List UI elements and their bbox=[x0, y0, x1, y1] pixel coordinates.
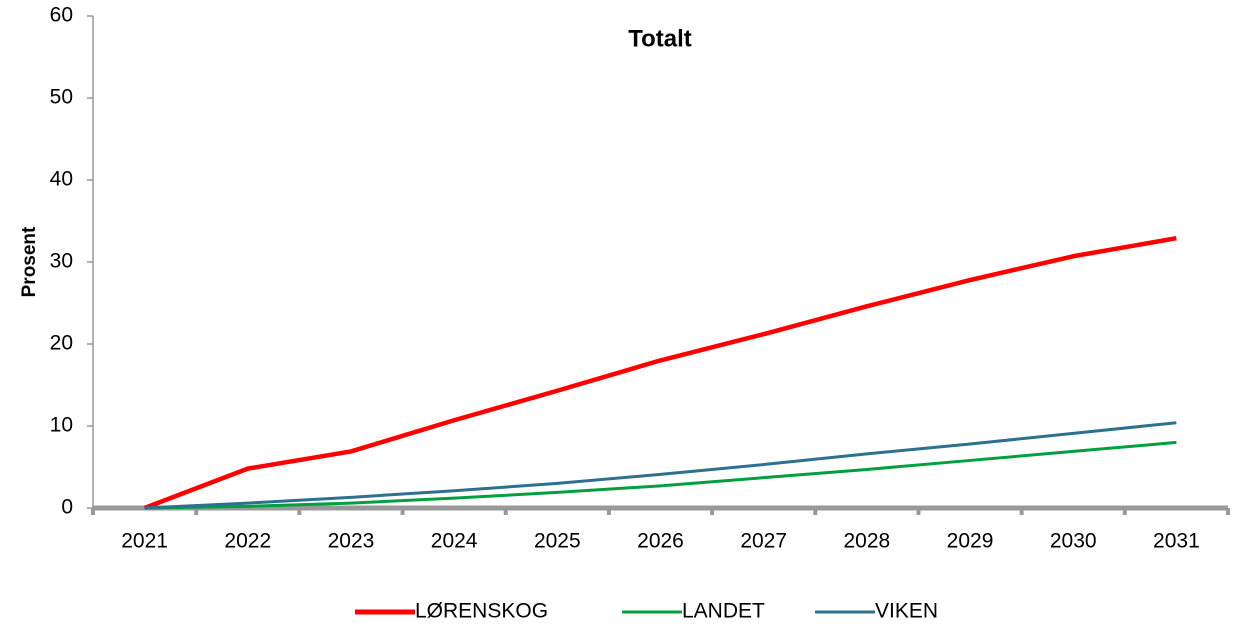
y-tick-label: 60 bbox=[50, 4, 73, 27]
chart-title: Totalt bbox=[628, 25, 692, 52]
legend-label: VIKEN bbox=[875, 600, 938, 623]
y-tick-label: 0 bbox=[61, 496, 73, 519]
x-tick-label: 2027 bbox=[740, 530, 787, 553]
series-line bbox=[143, 236, 1177, 511]
x-tick-label: 2021 bbox=[121, 530, 168, 553]
series-line bbox=[144, 440, 1177, 510]
legend-label: LØRENSKOG bbox=[415, 600, 548, 623]
y-tick-label: 40 bbox=[50, 168, 73, 191]
x-tick-label: 2029 bbox=[947, 530, 994, 553]
x-tick-label: 2031 bbox=[1153, 530, 1200, 553]
x-tick-label: 2023 bbox=[328, 530, 375, 553]
x-tick-label: 2026 bbox=[637, 530, 684, 553]
legend-label: LANDET bbox=[682, 600, 765, 623]
x-tick-label: 2030 bbox=[1050, 530, 1097, 553]
series-line bbox=[144, 421, 1177, 510]
y-tick-label: 10 bbox=[50, 414, 73, 437]
x-tick-label: 2024 bbox=[431, 530, 478, 553]
x-tick-label: 2022 bbox=[224, 530, 271, 553]
y-tick-label: 20 bbox=[50, 332, 73, 355]
x-tick-label: 2025 bbox=[534, 530, 581, 553]
y-tick-label: 30 bbox=[50, 250, 73, 273]
y-tick-label: 50 bbox=[50, 86, 73, 109]
x-tick-label: 2028 bbox=[844, 530, 891, 553]
y-axis-label: Prosent bbox=[19, 226, 40, 297]
